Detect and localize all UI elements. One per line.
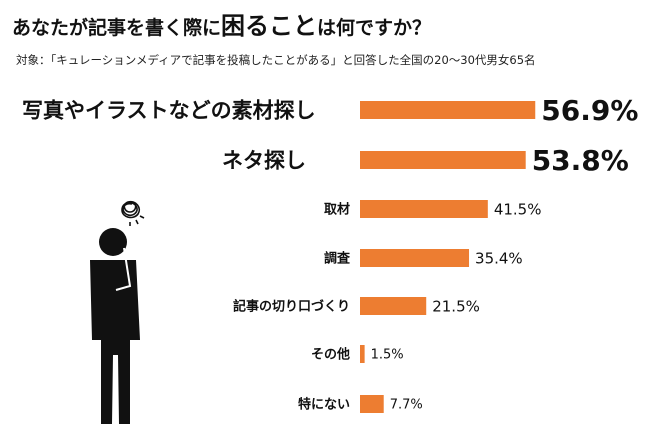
category-label-3: 調査 [324,251,351,267]
bar-6 [360,395,384,413]
bar-0 [360,101,536,119]
page-title: あなたが記事を書く際に困ることは何ですか？ [12,6,431,41]
value-label-1: 53.8% [532,144,629,177]
value-label-4: 21.5% [432,297,480,315]
survey-subtitle: 対象：「キュレーションメディアで記事を投稿したことがある」と回答した全国の20〜… [16,53,536,67]
bar-3 [360,249,470,267]
category-label-6: 特にない [298,397,350,413]
category-label-5: その他 [311,347,350,363]
title-emphasis: 困ること [221,12,318,40]
title-post: は何ですか？ [317,17,432,39]
thinking-person-icon [90,200,145,424]
category-label-2: 取材 [324,202,350,218]
category-label-4: 記事の切り口づくり [233,299,350,315]
value-label-2: 41.5% [494,200,542,218]
category-label-1: ネタ探し [222,149,306,173]
bar-5 [360,345,365,363]
title-pre: あなたが記事を書く際に [12,17,222,39]
value-label-3: 35.4% [475,249,523,267]
category-label-0: 写真やイラストなどの素材探し [22,99,316,123]
value-label-0: 56.9% [541,94,638,127]
value-label-5: 1.5% [371,348,404,363]
value-label-6: 7.7% [390,398,423,413]
bar-4 [360,297,427,315]
bar-2 [360,200,488,218]
bar-1 [360,151,526,169]
